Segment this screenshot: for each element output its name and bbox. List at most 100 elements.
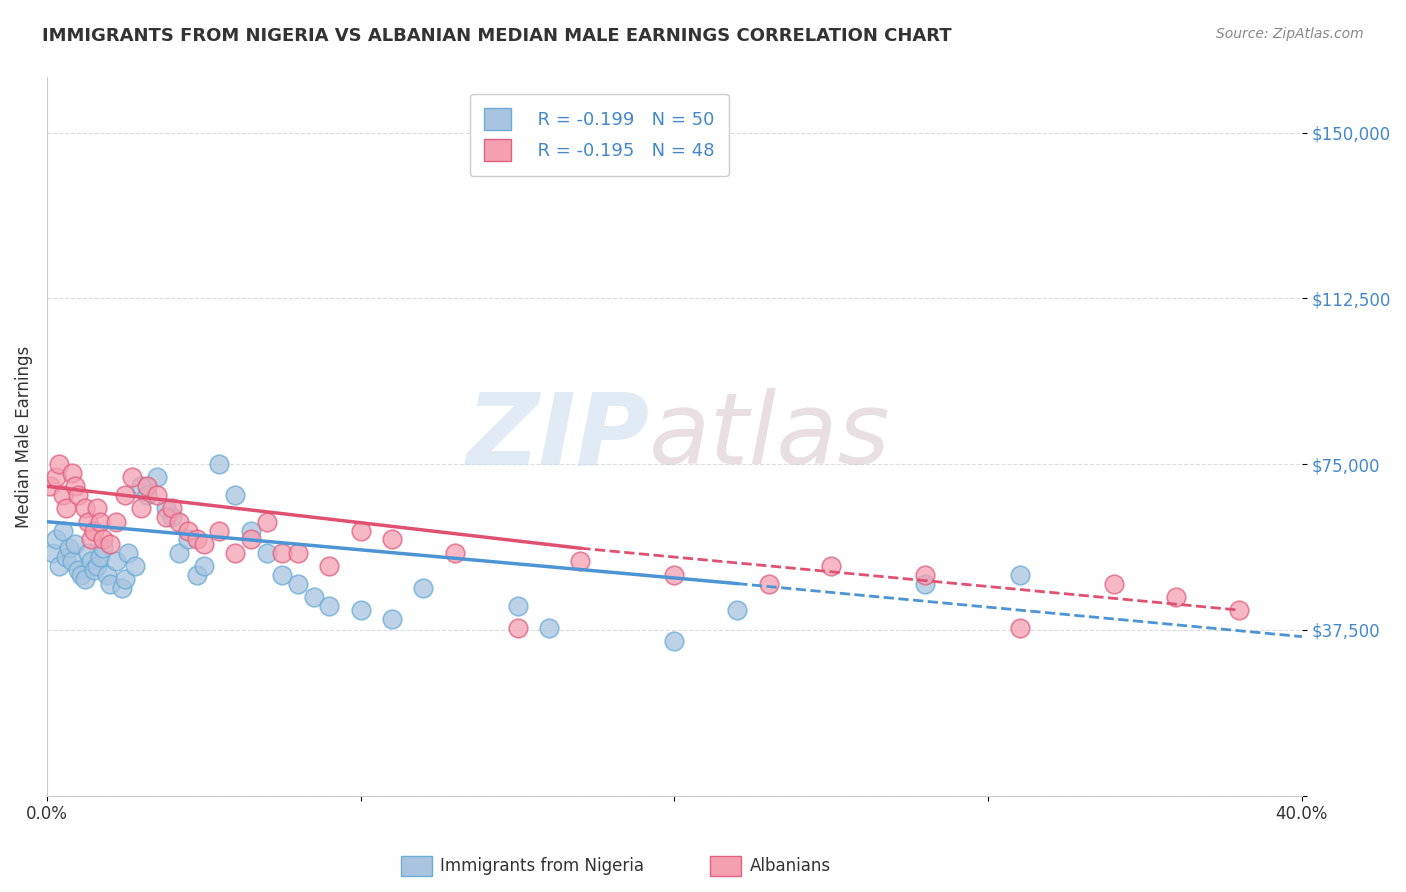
Point (42, 546, 65, 560)
Point (89, 550, 111, 565)
Point (104, 515, 127, 529)
Point (186, 533, 208, 547)
Point (318, 558, 340, 573)
Point (145, 488, 167, 502)
Point (537, 621, 560, 635)
Point (256, 546, 278, 560)
Point (1227, 603, 1250, 617)
Point (224, 546, 246, 560)
Point (167, 515, 190, 529)
Point (412, 581, 434, 595)
Point (155, 501, 177, 516)
Point (239, 533, 262, 547)
Point (63, 479, 86, 493)
Point (58, 541, 80, 556)
Point (271, 567, 294, 582)
Point (1008, 567, 1031, 582)
Point (136, 488, 159, 502)
Point (664, 567, 686, 582)
Point (86, 501, 108, 516)
Point (569, 554, 592, 568)
Point (60, 554, 83, 568)
Point (136, 479, 159, 493)
Point (145, 470, 167, 484)
Point (73, 572, 96, 586)
Point (60, 466, 83, 480)
Point (506, 599, 529, 613)
Point (177, 533, 200, 547)
Point (124, 558, 146, 573)
Point (193, 537, 215, 551)
Point (45, 533, 67, 547)
Point (117, 546, 139, 560)
Point (664, 634, 686, 648)
Point (67, 563, 90, 577)
Point (914, 576, 936, 591)
Point (52, 488, 75, 502)
Point (186, 567, 208, 582)
Point (318, 599, 340, 613)
Point (63, 537, 86, 551)
Point (820, 558, 842, 573)
Point (162, 501, 184, 516)
Point (129, 479, 152, 493)
Point (80, 533, 103, 547)
Point (381, 612, 404, 626)
Point (67, 488, 90, 502)
Point (162, 510, 184, 524)
Point (111, 581, 134, 595)
Point (93, 533, 115, 547)
Point (104, 554, 127, 568)
Text: ZIP: ZIP (467, 388, 650, 485)
Point (86, 558, 108, 573)
Point (96, 567, 118, 582)
Point (208, 457, 231, 471)
Point (208, 524, 231, 538)
Point (443, 546, 465, 560)
Point (73, 501, 96, 516)
Point (350, 524, 373, 538)
Point (239, 524, 262, 538)
Point (167, 546, 190, 560)
Point (93, 541, 115, 556)
Legend:   R = -0.199   N = 50,   R = -0.195   N = 48: R = -0.199 N = 50, R = -0.195 N = 48 (470, 94, 728, 176)
Point (224, 488, 246, 502)
Point (80, 554, 103, 568)
Point (758, 576, 780, 591)
Point (177, 524, 200, 538)
Point (350, 603, 373, 617)
Point (89, 515, 111, 529)
Point (114, 572, 136, 586)
Point (83, 524, 105, 538)
Point (52, 524, 75, 538)
Point (914, 567, 936, 582)
Point (76, 515, 98, 529)
Point (1008, 621, 1031, 635)
Point (48, 558, 70, 573)
Point (39, 479, 62, 493)
Point (45, 470, 67, 484)
Point (83, 563, 105, 577)
Point (271, 546, 294, 560)
Point (193, 558, 215, 573)
Point (98, 537, 121, 551)
Point (256, 515, 278, 529)
Point (381, 533, 404, 547)
Point (121, 470, 143, 484)
Point (1102, 576, 1125, 591)
Point (55, 550, 77, 565)
Text: atlas: atlas (650, 388, 891, 485)
Text: Albanians: Albanians (749, 857, 831, 875)
Point (76, 546, 98, 560)
Point (55, 501, 77, 516)
Text: Source: ZipAtlas.com: Source: ZipAtlas.com (1216, 27, 1364, 41)
Text: Immigrants from Nigeria: Immigrants from Nigeria (440, 857, 644, 875)
Point (506, 621, 529, 635)
Point (287, 546, 309, 560)
Point (1166, 590, 1188, 604)
Text: IMMIGRANTS FROM NIGERIA VS ALBANIAN MEDIAN MALE EARNINGS CORRELATION CHART: IMMIGRANTS FROM NIGERIA VS ALBANIAN MEDI… (42, 27, 952, 45)
Point (129, 501, 152, 516)
Point (725, 603, 748, 617)
Point (70, 567, 93, 582)
Point (287, 576, 309, 591)
